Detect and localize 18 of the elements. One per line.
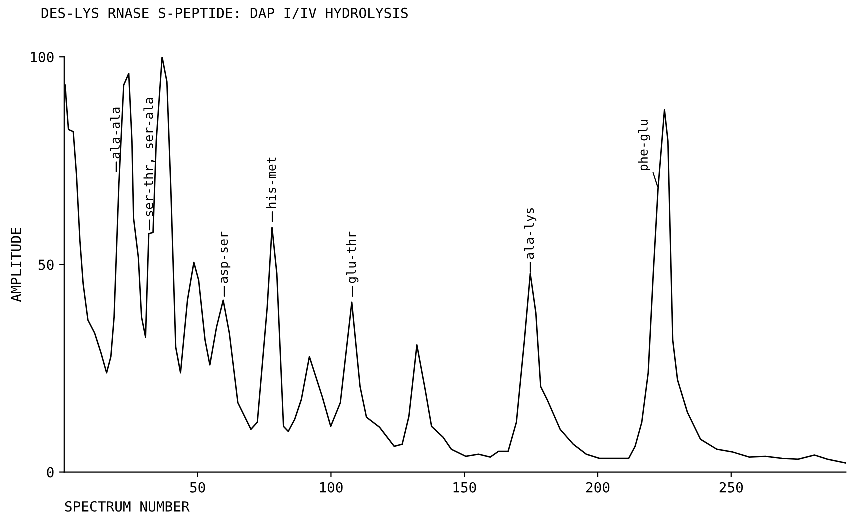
annotation: his-met [266, 158, 276, 208]
annotation: ser-thr, ser-ala [144, 98, 156, 216]
y-tick-label: 50 [38, 260, 54, 270]
annotation: ala-ala [110, 108, 120, 159]
x-tick-label: 250 [720, 482, 744, 493]
x-axis-title: SPECTRUM NUMBER [65, 501, 190, 512]
chart-title: DES-LYS RNASE S-PEPTIDE: DAP I/IV HYDROLYSIS [42, 8, 408, 20]
x-tick-label: 150 [454, 482, 476, 493]
y-axis-title: AMPLITUDE [11, 228, 22, 302]
annotation: phe-glu [638, 120, 651, 170]
x-tick-label: 50 [190, 482, 206, 493]
annotation: glu-thr [346, 232, 359, 284]
annotation: ala-lys [524, 208, 537, 260]
annotation: asp-ser [220, 232, 231, 284]
x-tick-label: 200 [586, 482, 610, 493]
y-tick-label: 100 [31, 52, 54, 63]
y-tick-label: 0 [47, 467, 54, 478]
x-tick-label: 100 [320, 482, 343, 493]
